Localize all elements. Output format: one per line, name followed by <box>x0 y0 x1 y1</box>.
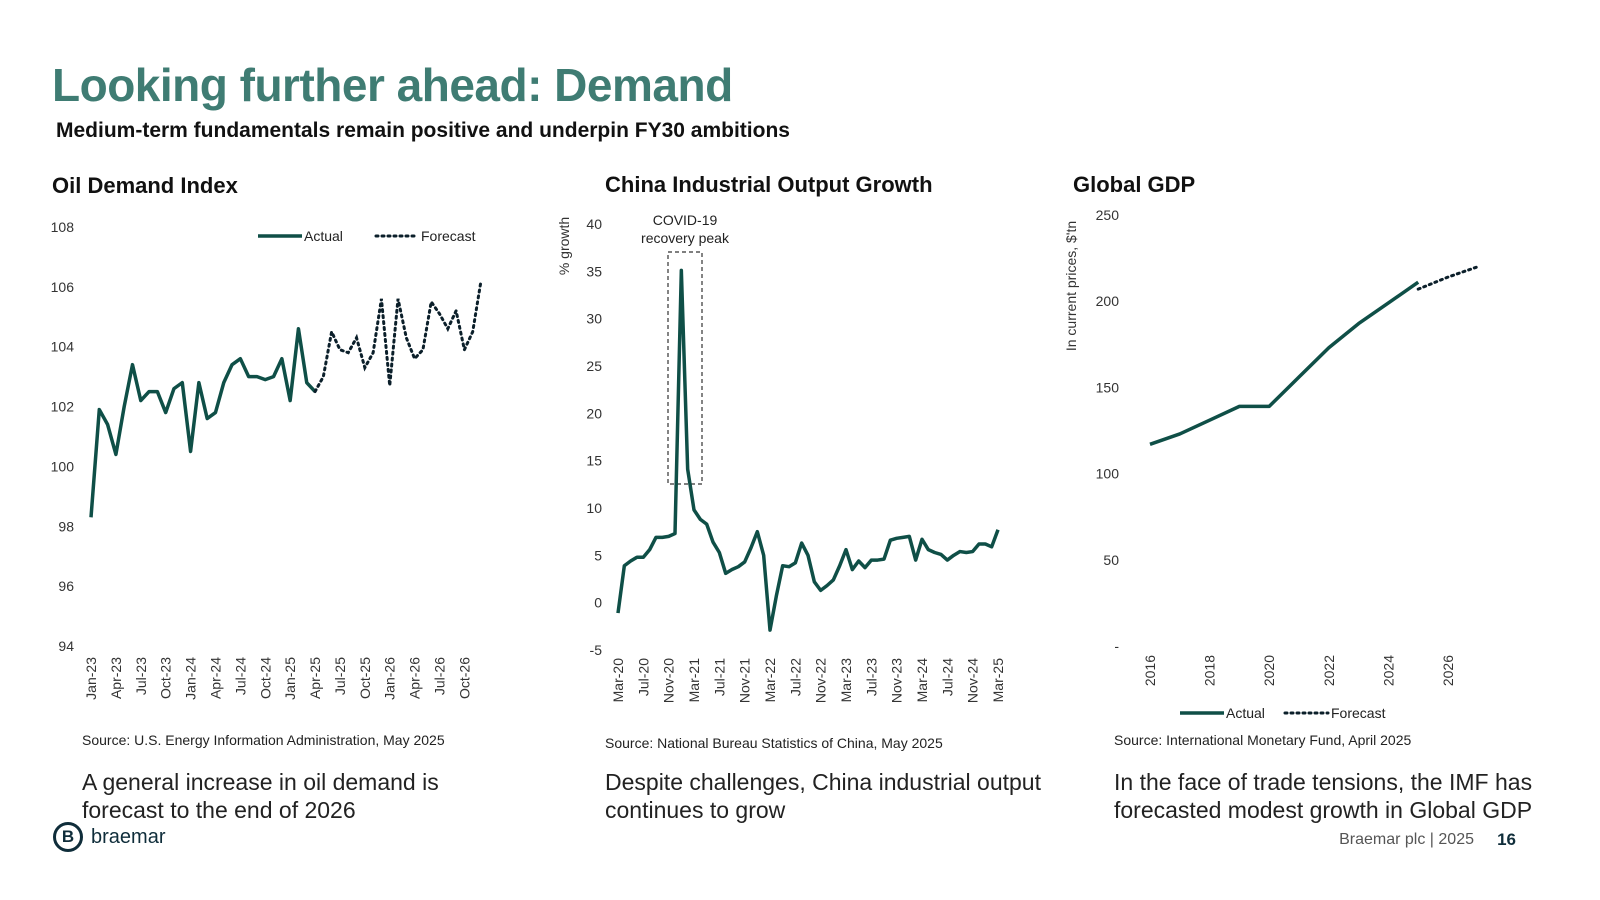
x-tick-label: Jan-24 <box>183 657 199 700</box>
y-tick-label: - <box>1114 638 1119 654</box>
x-tick-label: 2024 <box>1380 655 1396 686</box>
y-tick-label: 96 <box>58 578 74 594</box>
china-output-title: China Industrial Output Growth <box>605 172 933 197</box>
global-gdp-caption: In the face of trade tensions, the IMF h… <box>1114 769 1533 823</box>
y-tick-label: -5 <box>590 642 603 658</box>
x-tick-label: Jul-24 <box>232 657 248 695</box>
x-tick-label: Oct-25 <box>357 657 373 699</box>
x-tick-label: Oct-26 <box>456 657 472 699</box>
legend-actual-label: Actual <box>1226 705 1265 721</box>
y-tick-label: 10 <box>586 500 602 516</box>
x-tick-label: Jul-26 <box>432 657 448 695</box>
y-tick-label: 35 <box>586 263 602 279</box>
y-tick-label: 100 <box>1096 466 1120 482</box>
y-tick-label: 0 <box>594 595 602 611</box>
y-tick-label: 5 <box>594 547 602 563</box>
x-tick-label: Mar-23 <box>838 658 854 703</box>
oil-demand-chart: 94 96 98 100 102 104 106 108 Jan-23 Apr-23 Jul-23 O… <box>51 219 483 700</box>
y-tick-label: 100 <box>51 458 75 474</box>
y-tick-label: 30 <box>586 311 602 327</box>
braemar-logo[interactable]: B braemar <box>53 822 165 852</box>
y-tick-label: 104 <box>51 339 75 355</box>
x-tick-label: Nov-20 <box>661 658 677 703</box>
braemar-logo-text: braemar <box>91 825 166 848</box>
covid-annotation-line2: recovery peak <box>641 230 730 246</box>
page-subtitle: Medium-term fundamentals remain positive… <box>56 119 790 142</box>
x-tick-label: Jul-23 <box>863 658 879 696</box>
x-tick-label: Apr-23 <box>108 657 124 699</box>
global-gdp-title: Global GDP <box>1073 172 1196 197</box>
y-tick-label: 250 <box>1096 207 1120 223</box>
china-output-source: Source: National Bureau Statistics of Ch… <box>605 735 943 751</box>
global-gdp-source: Source: International Monetary Fund, Apr… <box>1114 732 1412 748</box>
forecast-series-line <box>1416 265 1480 291</box>
x-tick-label: Mar-21 <box>686 658 702 703</box>
covid-annotation-line1: COVID-19 <box>653 212 718 228</box>
braemar-logo-mark: B <box>53 822 83 852</box>
x-tick-label: Jul-23 <box>133 657 149 695</box>
china-output-caption: Despite challenges, China industrial out… <box>605 769 1041 823</box>
x-tick-label: 2022 <box>1321 655 1337 686</box>
x-tick-label: 2016 <box>1142 655 1158 686</box>
x-tick-label: Nov-21 <box>737 658 753 703</box>
y-tick-label: 102 <box>51 399 75 415</box>
y-axis-label: In current prices, $'tn <box>1063 221 1079 351</box>
page-number: 16 <box>1497 830 1516 849</box>
x-tick-label: Nov-23 <box>889 658 905 703</box>
x-tick-label: Mar-24 <box>914 658 930 703</box>
global-gdp-chart: - 50 100 150 200 250 In current prices, $'tn 20… <box>1063 207 1480 721</box>
oil-demand-caption: A general increase in oil demand is fore… <box>82 769 439 823</box>
x-tick-label: 2020 <box>1261 655 1277 686</box>
x-tick-label: Nov-24 <box>965 658 981 703</box>
y-tick-label: 25 <box>586 358 602 374</box>
oil-demand-title: Oil Demand Index <box>52 173 238 198</box>
y-tick-label: 108 <box>51 219 75 235</box>
footer-company: Braemar plc | 2025 <box>1339 831 1474 848</box>
actual-series-line <box>89 327 317 518</box>
actual-series-line <box>616 268 1000 632</box>
actual-series-line <box>1149 280 1420 446</box>
x-tick-label: Oct-23 <box>158 657 174 699</box>
x-tick-label: Nov-22 <box>813 658 829 703</box>
x-tick-label: Mar-20 <box>610 658 626 703</box>
x-tick-label: Mar-25 <box>990 658 1006 703</box>
x-tick-label: Mar-22 <box>762 658 778 703</box>
y-tick-label: 150 <box>1096 379 1120 395</box>
x-tick-label: Jul-25 <box>332 657 348 695</box>
x-tick-label: Jan-26 <box>382 657 398 700</box>
x-tick-label: Jan-23 <box>83 657 99 700</box>
x-tick-label: Jan-25 <box>282 657 298 700</box>
x-tick-label: Jul-21 <box>711 658 727 696</box>
y-axis-label: % growth <box>556 217 572 275</box>
y-tick-label: 98 <box>58 518 74 534</box>
x-tick-label: Apr-26 <box>407 657 423 699</box>
x-tick-label: Apr-25 <box>307 657 323 699</box>
legend-forecast-label: Forecast <box>421 228 476 244</box>
x-tick-label: 2018 <box>1202 655 1218 686</box>
china-output-chart: -5 0 5 10 15 20 25 30 35 40 % growth Mar-20 Jul-20 No… <box>556 212 1006 703</box>
x-tick-label: Jul-20 <box>635 658 651 696</box>
page-title: Looking further ahead: Demand <box>52 59 733 111</box>
x-tick-label: 2026 <box>1440 655 1456 686</box>
legend-actual-label: Actual <box>304 228 343 244</box>
legend-forecast-label: Forecast <box>1331 705 1386 721</box>
y-tick-label: 40 <box>586 216 602 232</box>
x-tick-label: Jul-22 <box>787 658 803 696</box>
x-tick-label: Apr-24 <box>207 657 223 699</box>
y-tick-label: 20 <box>586 405 602 421</box>
covid-peak-box <box>667 251 703 485</box>
y-tick-label: 50 <box>1103 552 1119 568</box>
forecast-series-line <box>313 279 483 394</box>
y-tick-label: 106 <box>51 279 75 295</box>
x-tick-label: Oct-24 <box>257 657 273 699</box>
y-tick-label: 94 <box>58 638 74 654</box>
y-tick-label: 15 <box>586 453 602 469</box>
x-tick-label: Jul-24 <box>939 658 955 696</box>
y-tick-label: 200 <box>1096 293 1120 309</box>
oil-demand-source: Source: U.S. Energy Information Administ… <box>82 732 445 748</box>
